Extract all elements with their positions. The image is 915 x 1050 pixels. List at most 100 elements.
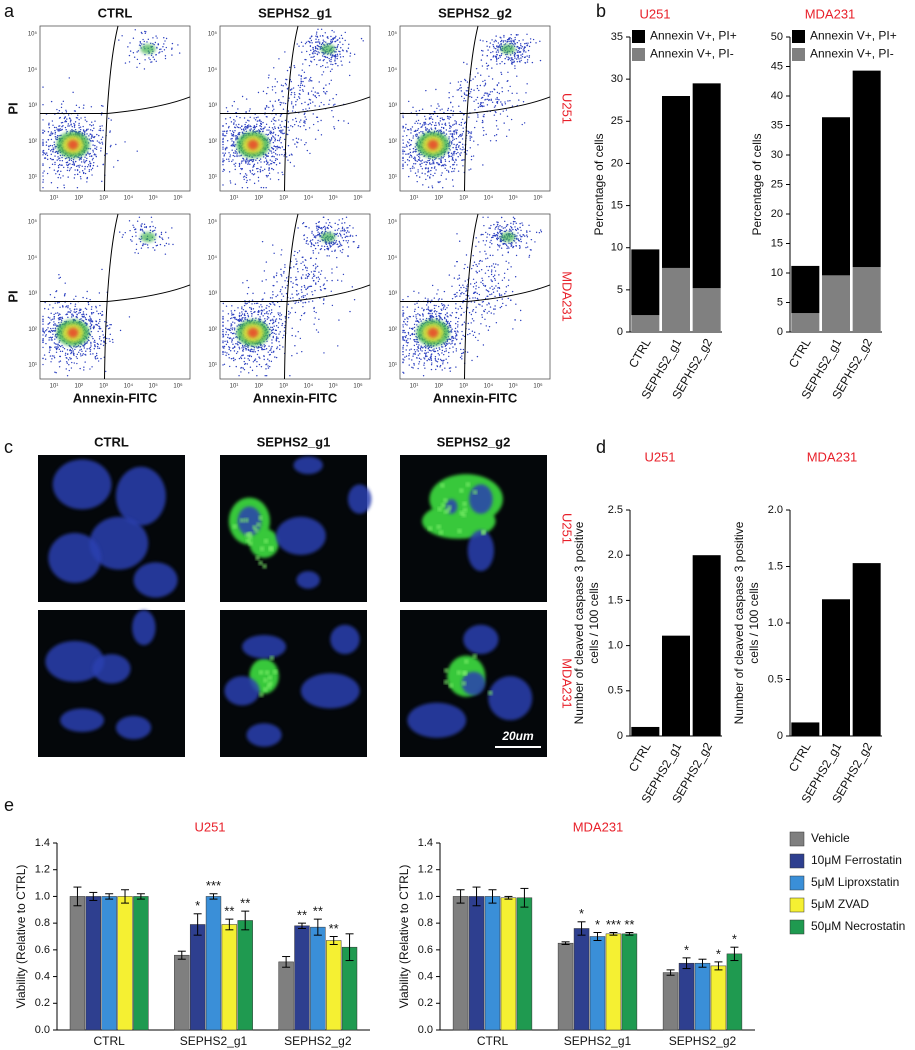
event-dot <box>454 124 455 125</box>
x-tick-label: 10⁴ <box>304 195 314 202</box>
event-dot <box>226 123 227 124</box>
event-dot <box>233 145 234 146</box>
event-dot <box>61 317 62 318</box>
event-dot <box>462 165 463 166</box>
event-dot <box>337 224 338 225</box>
event-dot <box>280 274 281 275</box>
event-dot <box>312 47 313 48</box>
event-dot <box>275 321 276 322</box>
event-dot <box>129 220 130 221</box>
event-dot <box>55 346 56 347</box>
event-dot <box>161 237 162 238</box>
event-dot <box>152 247 153 248</box>
event-dot <box>244 302 245 303</box>
event-dot <box>298 74 299 75</box>
event-dot <box>257 171 258 172</box>
event-dot <box>281 102 282 103</box>
event-dot <box>95 306 96 307</box>
event-dot <box>349 61 350 62</box>
event-dot <box>238 155 239 156</box>
event-dot <box>304 102 305 103</box>
event-dot <box>342 50 343 51</box>
event-dot <box>224 341 225 342</box>
event-dot <box>289 155 290 156</box>
event-dot <box>505 103 506 104</box>
event-dot <box>226 352 227 353</box>
event-dot <box>255 318 256 319</box>
event-dot <box>444 168 445 169</box>
event-dot <box>301 296 302 297</box>
event-dot <box>275 158 276 159</box>
event-dot <box>280 269 281 270</box>
event-dot <box>99 292 100 293</box>
flow-plot: 10¹10²10³10⁴10⁵10¹10²10³10⁴10⁵10⁶ <box>208 214 370 390</box>
event-dot <box>304 287 305 288</box>
event-dot <box>271 346 272 347</box>
column-header: SEPHS2_g1 <box>258 5 332 20</box>
event-dot <box>75 303 76 304</box>
event-dot <box>66 118 67 119</box>
event-dot <box>415 146 416 147</box>
x-tick-label: 10¹ <box>410 196 419 202</box>
event-dot <box>281 85 282 86</box>
event-dot <box>102 137 103 138</box>
event-dot <box>499 46 500 47</box>
event-dot <box>418 156 419 157</box>
event-dot <box>308 275 309 276</box>
event-dot <box>141 43 142 44</box>
event-dot <box>301 139 302 140</box>
event-dot <box>346 50 347 51</box>
event-dot <box>237 136 238 137</box>
event-dot <box>54 297 55 298</box>
event-dot <box>65 158 66 159</box>
event-dot <box>61 126 62 127</box>
event-dot <box>403 126 404 127</box>
event-dot <box>499 93 500 94</box>
event-dot <box>451 143 452 144</box>
event-dot <box>284 51 285 52</box>
event-dot <box>246 159 247 160</box>
event-dot <box>295 101 296 102</box>
event-dot <box>494 41 495 42</box>
event-dot <box>118 39 119 40</box>
event-dot <box>243 130 244 131</box>
event-dot <box>316 31 317 32</box>
event-dot <box>304 295 305 296</box>
event-dot <box>285 83 286 84</box>
event-dot <box>354 54 355 55</box>
event-dot <box>316 64 317 65</box>
event-dot <box>91 156 92 157</box>
event-dot <box>90 319 91 320</box>
event-dot <box>67 305 68 306</box>
event-dot <box>83 345 84 346</box>
event-dot <box>483 134 484 135</box>
event-dot <box>101 139 102 140</box>
event-dot <box>246 177 247 178</box>
event-dot <box>222 146 223 147</box>
event-dot <box>249 110 250 111</box>
event-dot <box>268 367 269 368</box>
plot-frame <box>40 214 190 379</box>
event-dot <box>296 121 297 122</box>
event-dot <box>291 335 292 336</box>
event-dot <box>240 173 241 174</box>
event-dot <box>449 128 450 129</box>
event-dot <box>97 331 98 332</box>
x-tick-label: 10² <box>434 384 443 390</box>
event-dot <box>222 318 223 319</box>
event-dot <box>229 366 230 367</box>
event-dot <box>230 325 231 326</box>
event-dot <box>274 137 275 138</box>
event-dot <box>448 122 449 123</box>
event-dot <box>442 350 443 351</box>
event-dot <box>278 333 279 334</box>
event-dot <box>300 263 301 264</box>
event-dot <box>337 39 338 40</box>
event-dot <box>301 52 302 53</box>
event-dot <box>81 161 82 162</box>
event-dot <box>452 147 453 148</box>
event-dot <box>512 43 513 44</box>
event-dot <box>231 144 232 145</box>
event-dot <box>410 129 411 130</box>
event-dot <box>451 329 452 330</box>
